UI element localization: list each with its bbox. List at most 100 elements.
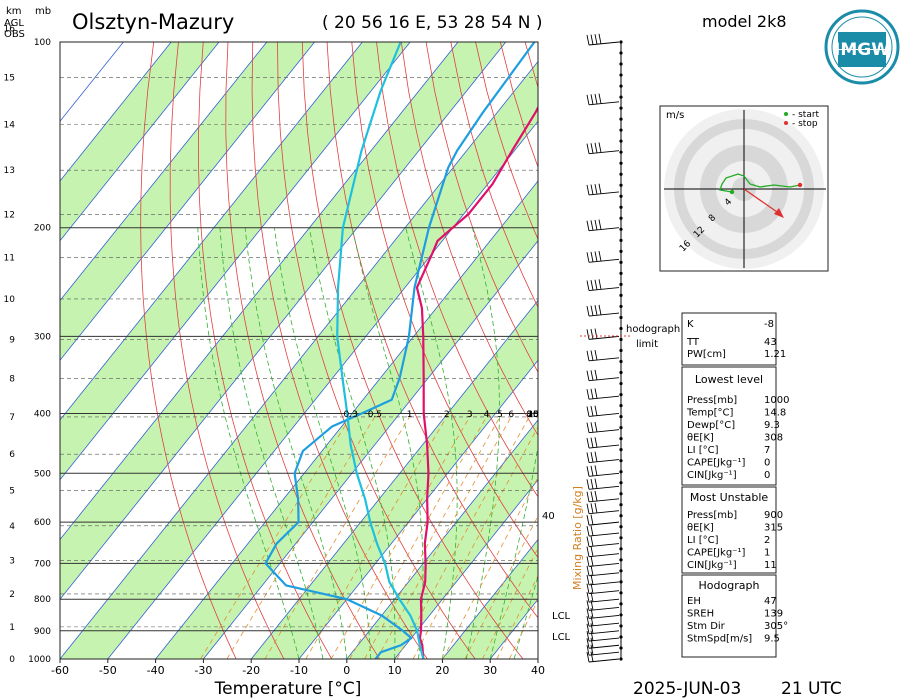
wind-barb-shaft xyxy=(588,485,620,490)
wind-barb-flag xyxy=(586,252,590,263)
wind-level-dot xyxy=(619,657,623,661)
hodobox-label-2: Stm Dir xyxy=(687,621,726,632)
wind-level-dot xyxy=(619,62,623,66)
wind-barb-shaft xyxy=(588,630,620,635)
lowestbox-label-2: Dewp[°C] xyxy=(687,420,735,431)
wind-barb-flag xyxy=(586,645,590,656)
wind-barb-shaft xyxy=(588,444,620,449)
wind-level-dot xyxy=(619,459,623,463)
mixing-ratio-40: 40 xyxy=(542,511,555,522)
tt-value: 43 xyxy=(764,337,777,348)
temp-tick-20: 20 xyxy=(435,664,449,677)
wind-barb-flag xyxy=(590,452,594,463)
wind-barb-flag xyxy=(590,574,594,585)
pressure-tick-800: 800 xyxy=(34,595,51,605)
wind-barb-shaft xyxy=(588,191,620,196)
wind-barb-flag xyxy=(586,437,590,449)
storm-motion-arrow xyxy=(743,188,781,215)
moist-adiabat xyxy=(219,227,324,659)
height-tick-7: 7 xyxy=(9,413,15,423)
wind-level-dot xyxy=(619,293,623,298)
wind-barb-flag xyxy=(594,465,598,476)
hodobox-title: Hodograph xyxy=(699,579,760,592)
wind-level-dot xyxy=(619,315,623,320)
wind-barb-flag xyxy=(598,219,602,230)
wind-level-dot xyxy=(619,646,623,650)
wind-barb-shaft xyxy=(588,658,620,663)
height-tick-1: 1 xyxy=(9,623,15,633)
dry-adiabat xyxy=(198,42,333,659)
wind-level-dot xyxy=(619,359,623,364)
hodograph-panel: Hodograph EH 47 SREH 139 Stm Dir 305° StmSpd[m… xyxy=(681,574,788,658)
wind-level-dot xyxy=(619,172,623,176)
wind-level-dot xyxy=(619,326,623,331)
isotherm xyxy=(155,180,538,659)
wind-barb-flag xyxy=(594,219,598,231)
wind-barb-flag xyxy=(586,600,590,611)
mb-label: mb xyxy=(35,6,51,17)
wind-barb-flag xyxy=(590,565,594,576)
wind-barb-shaft xyxy=(588,615,620,619)
hodo-start-point xyxy=(729,189,735,195)
pressure-tick-700: 700 xyxy=(34,559,51,569)
wind-level-dot xyxy=(619,194,623,198)
wind-barb-flag xyxy=(598,304,602,315)
wind-barb-flag xyxy=(590,251,594,262)
wind-barb-flag xyxy=(586,184,590,196)
height-tick-6: 6 xyxy=(9,450,15,460)
wind-barb-flag xyxy=(586,370,590,381)
lowestbox-label-3: θE[K] xyxy=(687,433,714,444)
wind-barb-flag xyxy=(590,644,594,655)
wind-barb-flag xyxy=(598,33,602,44)
lowestbox-label-4: LI [°C] xyxy=(687,445,719,456)
wind-barb-flag xyxy=(586,638,590,649)
wind-barb-flag xyxy=(590,525,594,536)
wind-barb-flag xyxy=(586,592,590,603)
wind-barb-flag xyxy=(598,183,602,194)
wind-barb-flag xyxy=(586,329,590,340)
dry-adiabat xyxy=(140,42,237,659)
wind-level-dot xyxy=(619,216,623,220)
wind-barb-flag xyxy=(594,451,598,462)
wind-level-dot xyxy=(619,51,623,55)
wind-level-dot xyxy=(619,580,623,584)
lcl-label-1: LCL xyxy=(552,611,571,622)
profiles xyxy=(264,42,538,659)
lowest-level-panel: Lowest level Press[mb] 1000 Temp[°C] 14.8 De… xyxy=(681,366,789,486)
wind-barb-flag xyxy=(594,405,598,416)
height-tick-13: 13 xyxy=(4,166,15,176)
pressure-tick-100: 100 xyxy=(34,38,51,48)
wind-barb-flag xyxy=(586,479,590,490)
wind-barb-shaft xyxy=(588,41,620,46)
height-tick-12: 12 xyxy=(4,210,15,220)
hodo-ring-4: 4 xyxy=(723,197,734,208)
lowestbox-value-4: 7 xyxy=(764,445,770,456)
wind-barb-flag xyxy=(586,503,590,514)
wind-barb-shaft xyxy=(588,521,620,526)
wind-level-dot xyxy=(619,73,623,77)
dry-adiabat xyxy=(169,42,285,659)
wind-barb-flag xyxy=(586,608,590,619)
wind-barb-flag xyxy=(590,465,594,476)
wind-barb-flag xyxy=(590,34,594,45)
wind-level-dot xyxy=(619,492,623,496)
lowestbox-label-0: Press[mb] xyxy=(687,395,737,406)
wind-barb-flag xyxy=(590,514,594,525)
wind-level-dot xyxy=(619,205,623,209)
dry-adiabat xyxy=(277,42,476,659)
footer-date: 2025-JUN-03 xyxy=(633,679,741,699)
lowest-title: Lowest level xyxy=(695,373,763,386)
wind-barb-flag xyxy=(590,350,594,361)
k-value: -8 xyxy=(764,319,774,330)
height-tick-14: 14 xyxy=(4,121,16,131)
dry-adiabat xyxy=(251,42,428,659)
lowestbox-label-6: CIN[Jkg⁻¹] xyxy=(687,470,737,481)
wind-barb-flag xyxy=(590,591,594,602)
wind-level-dot xyxy=(619,238,623,242)
dry-adiabat xyxy=(326,42,538,619)
wind-level-dot xyxy=(619,227,623,231)
mr-tick-1: 0.5 xyxy=(368,410,382,420)
wind-barb-shaft xyxy=(588,413,620,417)
temp-tick--20: -20 xyxy=(242,664,260,677)
